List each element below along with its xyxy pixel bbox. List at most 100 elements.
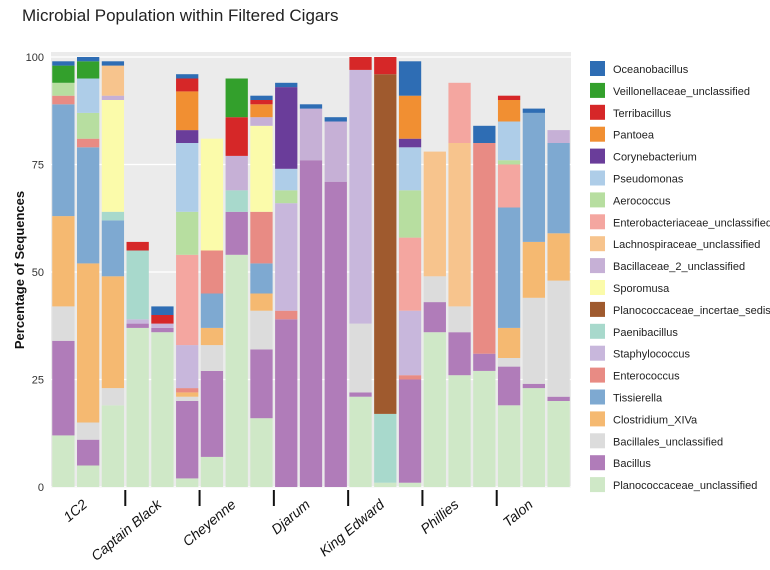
bar-segment: [448, 375, 471, 487]
bar-segment: [497, 121, 521, 161]
bar-segment: [275, 310, 298, 320]
bar-segment: [374, 74, 397, 414]
bar-segment: [398, 237, 422, 311]
legend-label: Clostridium_XIVa: [613, 414, 698, 426]
legend-label: Corynebacterium: [613, 152, 697, 164]
group-label: King Edward: [316, 495, 388, 559]
bar-segment: [200, 250, 224, 294]
bar-segment: [250, 211, 273, 264]
legend-label: Aerococcus: [613, 195, 671, 207]
bar-segment: [101, 65, 125, 96]
legend-label: Staphylococcus: [613, 349, 691, 361]
bar-segment: [349, 69, 372, 324]
bar-segment: [275, 319, 298, 487]
legend-swatch: [590, 82, 605, 98]
bar-segment: [225, 117, 248, 156]
y-tick-label: 25: [32, 375, 44, 387]
bar-segment: [200, 370, 224, 457]
bar-segment: [448, 82, 471, 143]
bar-segment: [225, 254, 248, 487]
bar-segment: [250, 310, 273, 350]
bar-segment: [101, 388, 125, 406]
bar-segment: [225, 155, 248, 191]
bar-segment: [52, 216, 75, 307]
bar-segment: [101, 61, 125, 66]
bar-segment: [497, 366, 521, 406]
bar-segment: [423, 151, 446, 277]
legend-label: Oceanobacillus: [613, 64, 689, 76]
bar-segment: [176, 396, 199, 401]
group-label: Captain Black: [88, 495, 165, 563]
bar-segment: [423, 332, 446, 487]
bar-segment: [101, 95, 125, 100]
bar-segment: [151, 306, 174, 315]
bar-segment: [275, 82, 298, 88]
bar-segment: [151, 332, 174, 487]
bar-segment: [77, 263, 100, 423]
bar-segment: [547, 396, 570, 401]
bar-segment: [497, 358, 521, 367]
bar-segment: [522, 297, 545, 384]
bars-layer: [52, 57, 570, 487]
bar-segment: [250, 418, 273, 487]
legend-swatch: [590, 170, 605, 186]
y-tick-label: 75: [32, 160, 44, 172]
bar-segment: [349, 323, 372, 393]
bar-segment: [126, 327, 149, 487]
bar-segment: [250, 263, 273, 294]
bar-segment: [398, 95, 422, 139]
bar-segment: [176, 388, 199, 393]
y-tick-label: 0: [38, 482, 44, 494]
legend-swatch: [590, 345, 605, 361]
bar-segment: [497, 95, 521, 100]
legend-swatch: [590, 148, 605, 164]
bar-segment: [250, 125, 273, 212]
bar-segment: [349, 57, 372, 70]
bar-segment: [398, 61, 422, 96]
legend-label: Bacillaceae_2_unclassified: [613, 261, 745, 273]
bar-segment: [497, 405, 521, 487]
bar-segment: [374, 482, 397, 487]
bar-segment: [324, 121, 347, 182]
bar-segment: [324, 181, 347, 487]
legend-label: Sporomusa: [613, 283, 670, 295]
legend-swatch: [590, 258, 605, 274]
bar-segment: [547, 233, 570, 281]
chart-title: Microbial Population within Filtered Cig…: [22, 6, 339, 25]
bar-segment: [497, 164, 521, 208]
bar-segment: [497, 327, 521, 358]
legend-label: Pantoea: [613, 130, 655, 142]
legend-label: Planococcaceae_unclassified: [613, 480, 757, 492]
bar-segment: [101, 405, 125, 487]
bar-segment: [176, 392, 199, 397]
bar-segment: [374, 57, 397, 75]
group-label: Talon: [500, 496, 536, 530]
bar-segment: [176, 211, 199, 255]
legend-swatch: [590, 455, 605, 471]
bar-segment: [250, 117, 273, 126]
bar-segment: [547, 280, 570, 397]
legend-label: Terribacillus: [613, 108, 672, 120]
bar-segment: [398, 375, 422, 380]
legend-label: Veillonellaceae_unclassified: [613, 86, 750, 98]
bar-segment: [77, 147, 100, 264]
bar-segment: [176, 254, 199, 346]
bar-segment: [151, 323, 174, 328]
legend-swatch: [590, 280, 605, 295]
bar-segment: [225, 211, 248, 255]
legend-label: Bacillus: [613, 458, 651, 470]
bar-segment: [547, 143, 570, 234]
legend-swatch: [590, 323, 605, 339]
bar-segment: [250, 95, 273, 100]
bar-segment: [349, 392, 372, 397]
bar-segment: [101, 100, 125, 212]
bar-segment: [299, 160, 323, 487]
bar-segment: [101, 276, 125, 389]
bar-segment: [200, 345, 224, 371]
bar-segment: [126, 241, 149, 251]
bar-segment: [77, 61, 100, 79]
bar-segment: [497, 207, 521, 328]
bar-segment: [176, 74, 199, 79]
